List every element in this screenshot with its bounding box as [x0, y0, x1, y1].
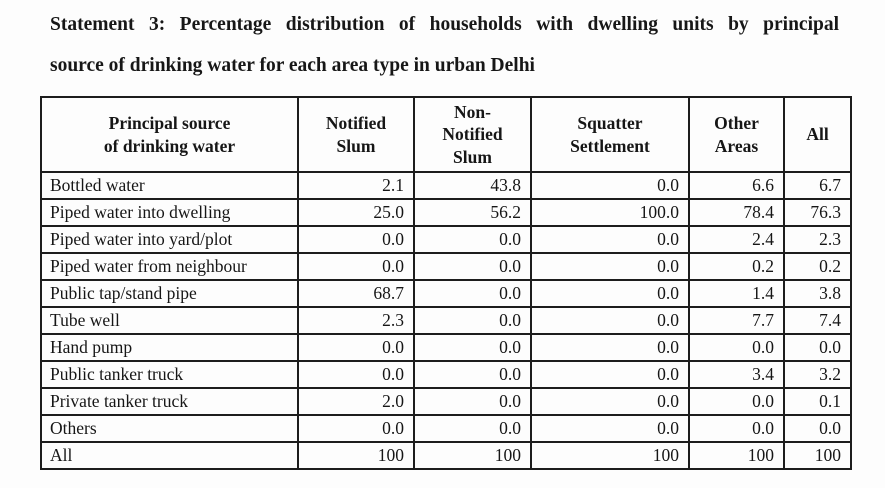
table-row-piped-water-into-dwelling: Piped water into dwelling 25.0 56.2 100.… [40, 198, 852, 227]
row-label: Hand pump [40, 333, 299, 362]
cell-value: 56.2 [413, 198, 532, 227]
cell-value: 2.3 [297, 306, 415, 335]
cell-value: 3.4 [688, 360, 785, 389]
cell-value: 100.0 [530, 198, 690, 227]
cell-value: 6.6 [688, 171, 785, 200]
cell-value: 0.0 [297, 414, 415, 443]
cell-value: 0.0 [413, 252, 532, 281]
cell-value: 100 [530, 441, 690, 470]
cell-value: 0.0 [688, 387, 785, 416]
cell-value: 3.2 [783, 360, 852, 389]
water-source-table: Principal source of drinking water Notif… [40, 96, 852, 470]
cell-value: 0.0 [297, 225, 415, 254]
cell-value: 0.0 [783, 414, 852, 443]
cell-value: 0.0 [783, 333, 852, 362]
statement-title-line2: source of drinking water for each area t… [50, 54, 535, 76]
col-header-other-areas: Other Areas [688, 96, 785, 173]
col-header-notified-slum: Notified Slum [297, 96, 415, 173]
cell-value: 7.7 [688, 306, 785, 335]
cell-value: 100 [688, 441, 785, 470]
cell-value: 0.1 [783, 387, 852, 416]
cell-value: 2.1 [297, 171, 415, 200]
table-row-bottled-water: Bottled water 2.1 43.8 0.0 6.6 6.7 [40, 171, 852, 200]
cell-value: 1.4 [688, 279, 785, 308]
cell-value: 2.3 [783, 225, 852, 254]
cell-value: 0.0 [530, 414, 690, 443]
row-label: Bottled water [40, 171, 299, 200]
cell-value: 0.0 [530, 225, 690, 254]
cell-value: 0.2 [783, 252, 852, 281]
cell-value: 0.0 [530, 360, 690, 389]
statement-title: Statement 3: Percentage distribution of … [50, 15, 839, 75]
cell-value: 0.0 [530, 171, 690, 200]
cell-value: 0.0 [530, 333, 690, 362]
cell-value: 68.7 [297, 279, 415, 308]
header-row: Principal source of drinking water Notif… [40, 96, 852, 173]
row-label: Others [40, 414, 299, 443]
cell-value: 7.4 [783, 306, 852, 335]
row-label: Piped water into dwelling [40, 198, 299, 227]
cell-value: 2.0 [297, 387, 415, 416]
row-label: Tube well [40, 306, 299, 335]
cell-value: 0.0 [530, 306, 690, 335]
statement-title-line1: Statement 3: Percentage distribution of … [50, 14, 839, 35]
row-label: Public tanker truck [40, 360, 299, 389]
table-row-tube-well: Tube well 2.3 0.0 0.0 7.7 7.4 [40, 306, 852, 335]
cell-value: 0.0 [413, 333, 532, 362]
row-label: Piped water into yard/plot [40, 225, 299, 254]
table-row-others: Others 0.0 0.0 0.0 0.0 0.0 [40, 414, 852, 443]
row-label: Public tap/stand pipe [40, 279, 299, 308]
cell-value: 0.0 [413, 360, 532, 389]
cell-value: 0.0 [297, 360, 415, 389]
cell-value: 0.0 [413, 414, 532, 443]
cell-value: 0.0 [688, 414, 785, 443]
cell-value: 0.2 [688, 252, 785, 281]
table-row-private-tanker-truck: Private tanker truck 2.0 0.0 0.0 0.0 0.1 [40, 387, 852, 416]
table-row-public-tanker-truck: Public tanker truck 0.0 0.0 0.0 3.4 3.2 [40, 360, 852, 389]
cell-value: 0.0 [530, 252, 690, 281]
cell-value: 25.0 [297, 198, 415, 227]
cell-value: 100 [783, 441, 852, 470]
cell-value: 0.0 [413, 225, 532, 254]
cell-value: 0.0 [413, 306, 532, 335]
row-label: Private tanker truck [40, 387, 299, 416]
cell-value: 100 [297, 441, 415, 470]
cell-value: 0.0 [297, 333, 415, 362]
cell-value: 0.0 [413, 387, 532, 416]
cell-value: 43.8 [413, 171, 532, 200]
table-row-piped-water-into-yard-plot: Piped water into yard/plot 0.0 0.0 0.0 2… [40, 225, 852, 254]
table-row-piped-water-from-neighbour: Piped water from neighbour 0.0 0.0 0.0 0… [40, 252, 852, 281]
cell-value: 0.0 [297, 252, 415, 281]
table-row-public-tap-stand-pipe: Public tap/stand pipe 68.7 0.0 0.0 1.4 3… [40, 279, 852, 308]
col-header-principal-source: Principal source of drinking water [40, 96, 299, 173]
cell-value: 78.4 [688, 198, 785, 227]
cell-value: 0.0 [530, 279, 690, 308]
row-label: All [40, 441, 299, 470]
cell-value: 100 [413, 441, 532, 470]
table-row-all: All 100 100 100 100 100 [40, 441, 852, 470]
col-header-non-notified-slum: Non- Notified Slum [413, 96, 532, 173]
cell-value: 6.7 [783, 171, 852, 200]
cell-value: 0.0 [530, 387, 690, 416]
cell-value: 0.0 [413, 279, 532, 308]
row-label: Piped water from neighbour [40, 252, 299, 281]
cell-value: 2.4 [688, 225, 785, 254]
col-header-all: All [783, 96, 852, 173]
cell-value: 76.3 [783, 198, 852, 227]
col-header-squatter-settlement: Squatter Settlement [530, 96, 690, 173]
table-row-hand-pump: Hand pump 0.0 0.0 0.0 0.0 0.0 [40, 333, 852, 362]
cell-value: 3.8 [783, 279, 852, 308]
cell-value: 0.0 [688, 333, 785, 362]
